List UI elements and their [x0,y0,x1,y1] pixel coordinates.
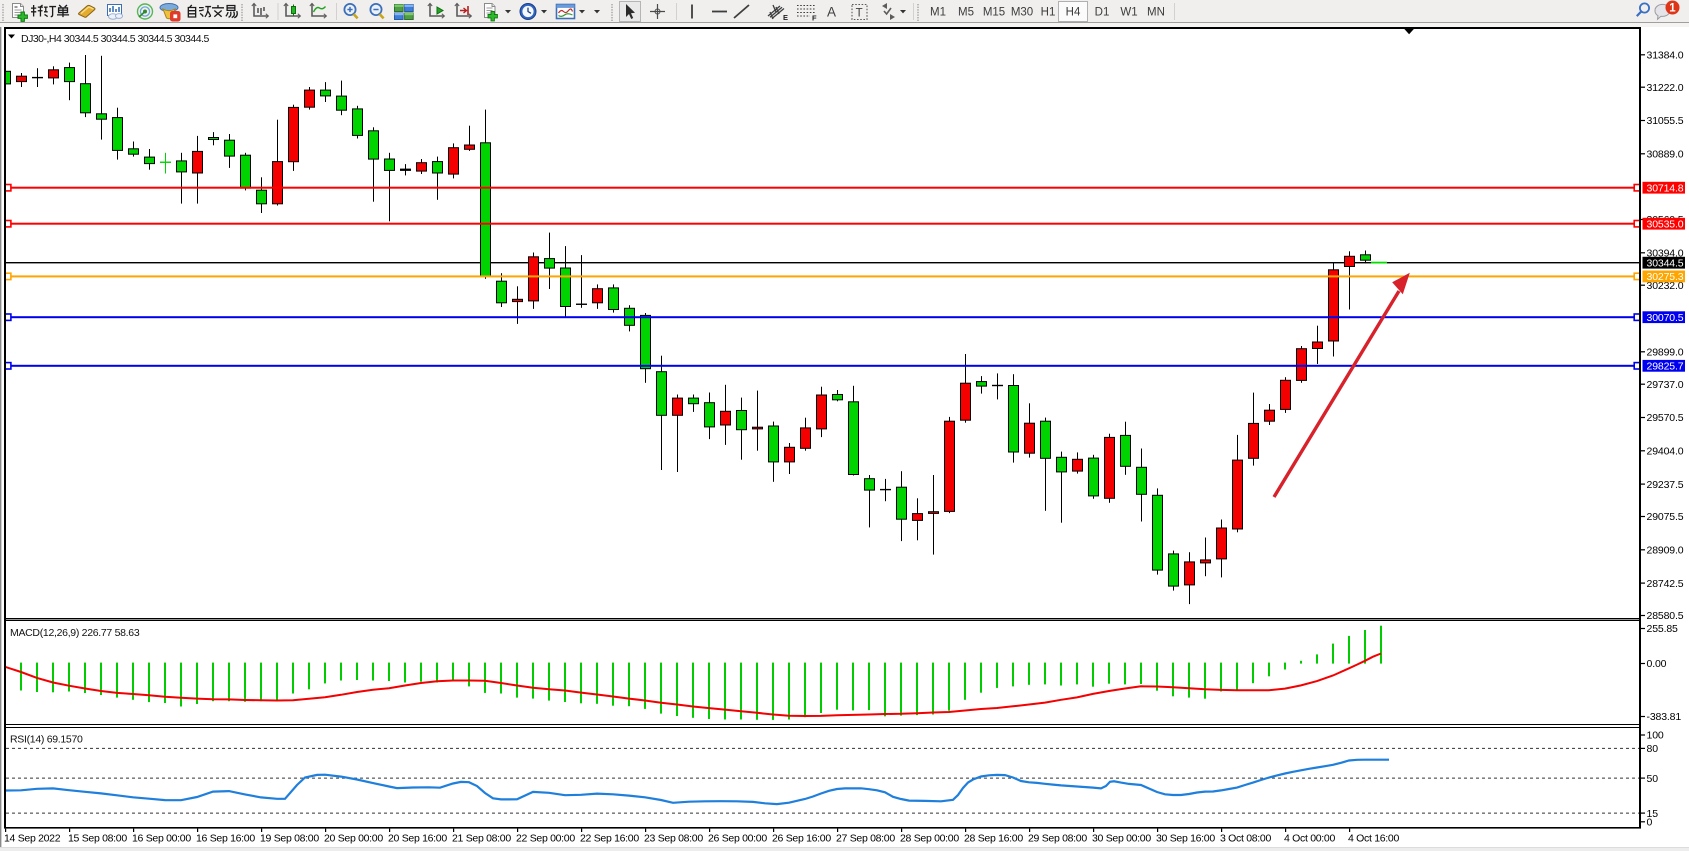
svg-text:MN: MN [1147,7,1165,19]
svg-text:30 Sep 16:00: 30 Sep 16:00 [1156,833,1215,845]
svg-text:30275.3: 30275.3 [1647,271,1684,283]
svg-text:22 Sep 16:00: 22 Sep 16:00 [580,833,639,845]
svg-text:30714.8: 30714.8 [1647,182,1684,194]
svg-text:19 Sep 08:00: 19 Sep 08:00 [260,833,319,845]
svg-text:28909.0: 28909.0 [1647,545,1684,557]
svg-text:DJ30-,H4 30344.5 30344.5 3034: DJ30-,H4 30344.5 30344.5 30344.5 30344.5 [21,33,209,45]
svg-text:M30: M30 [1011,7,1033,19]
svg-text:28 Sep 00:00: 28 Sep 00:00 [900,833,959,845]
svg-text:MACD(12,26,9) 226.77 58.63: MACD(12,26,9) 226.77 58.63 [10,627,140,639]
svg-text:30232.0: 30232.0 [1647,280,1684,292]
svg-text:4 Oct 00:00: 4 Oct 00:00 [1284,833,1335,845]
svg-text:255.85: 255.85 [1647,623,1679,635]
svg-text:20 Sep 00:00: 20 Sep 00:00 [324,833,383,845]
svg-text:30 Sep 00:00: 30 Sep 00:00 [1092,833,1151,845]
svg-text:E: E [783,13,788,22]
svg-text:28 Sep 16:00: 28 Sep 16:00 [964,833,1023,845]
svg-text:-383.81: -383.81 [1647,711,1682,723]
svg-text:4 Oct 16:00: 4 Oct 16:00 [1348,833,1399,845]
svg-text:26 Sep 00:00: 26 Sep 00:00 [708,833,767,845]
svg-text:1: 1 [1669,3,1676,15]
svg-text:29 Sep 08:00: 29 Sep 08:00 [1028,833,1087,845]
svg-text:21 Sep 08:00: 21 Sep 08:00 [452,833,511,845]
svg-text:30344.5: 30344.5 [1647,257,1684,269]
svg-text:29075.5: 29075.5 [1647,511,1684,523]
svg-text:15: 15 [1647,808,1659,820]
svg-text:0.00: 0.00 [1647,658,1667,670]
svg-text:26 Sep 16:00: 26 Sep 16:00 [772,833,831,845]
svg-text:22 Sep 00:00: 22 Sep 00:00 [516,833,575,845]
svg-text:23 Sep 08:00: 23 Sep 08:00 [644,833,703,845]
svg-text:30889.0: 30889.0 [1647,149,1684,161]
svg-text:29570.5: 29570.5 [1647,412,1684,424]
svg-text:29825.7: 29825.7 [1647,360,1684,372]
svg-text:D1: D1 [1095,7,1110,19]
svg-text:31055.5: 31055.5 [1647,115,1684,127]
svg-text:100: 100 [1647,730,1664,742]
svg-text:16 Sep 16:00: 16 Sep 16:00 [196,833,255,845]
svg-text:F: F [812,14,817,23]
svg-text:80: 80 [1647,743,1659,755]
svg-text:A: A [827,5,836,20]
svg-text:20 Sep 16:00: 20 Sep 16:00 [388,833,447,845]
svg-text:27 Sep 08:00: 27 Sep 08:00 [836,833,895,845]
svg-text:M5: M5 [958,7,974,19]
svg-text:30070.5: 30070.5 [1647,312,1684,324]
svg-text:RSI(14) 69.1570: RSI(14) 69.1570 [10,734,83,746]
svg-text:28580.5: 28580.5 [1647,610,1684,622]
svg-text:M1: M1 [930,7,946,19]
svg-text:H1: H1 [1041,7,1056,19]
svg-text:28742.5: 28742.5 [1647,578,1684,590]
svg-text:16 Sep 00:00: 16 Sep 00:00 [132,833,191,845]
svg-text:T: T [856,8,863,20]
svg-text:H4: H4 [1066,7,1081,19]
svg-text:15 Sep 08:00: 15 Sep 08:00 [68,833,127,845]
svg-text:29899.0: 29899.0 [1647,347,1684,359]
svg-text:0: 0 [1647,817,1653,829]
svg-text:W1: W1 [1120,7,1137,19]
svg-text:30394.0: 30394.0 [1647,248,1684,260]
svg-text:3 Oct 08:00: 3 Oct 08:00 [1220,833,1271,845]
svg-text:29237.5: 29237.5 [1647,479,1684,491]
svg-text:29737.0: 29737.0 [1647,379,1684,391]
svg-text:31222.0: 31222.0 [1647,82,1684,94]
svg-text:29404.0: 29404.0 [1647,446,1684,458]
svg-text:14 Sep 2022: 14 Sep 2022 [4,833,61,845]
svg-text:30535.0: 30535.0 [1647,218,1684,230]
svg-text:50: 50 [1647,773,1659,785]
svg-text:31384.0: 31384.0 [1647,50,1684,62]
svg-text:M15: M15 [983,7,1005,19]
